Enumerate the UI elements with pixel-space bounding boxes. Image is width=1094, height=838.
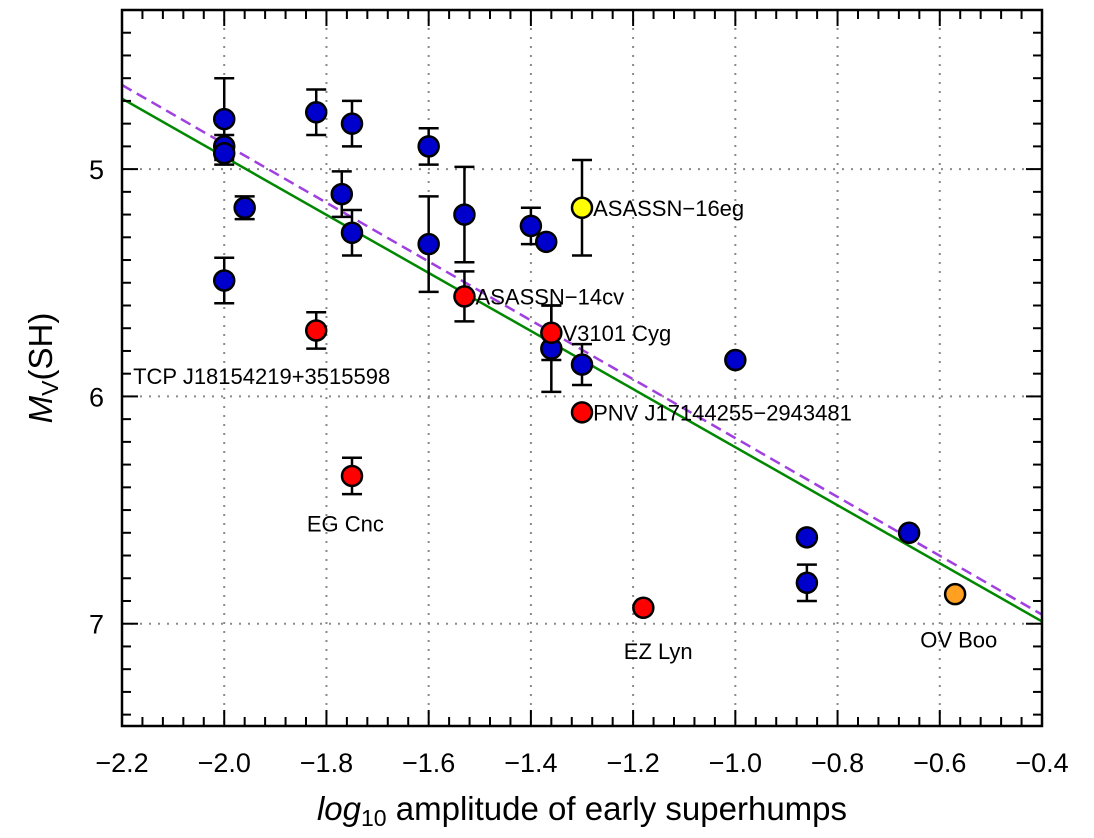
x-tick-label: −0.4 [1015,748,1068,778]
data-point [212,269,236,292]
x-tick-label: −2.2 [95,748,148,778]
data-point [340,221,364,245]
y-tick-label: 6 [89,382,104,412]
data-point [212,107,236,131]
axis-ticks [121,9,1043,726]
data-point [943,582,967,606]
y-tick-label: 7 [89,610,104,640]
x-tick-label: −0.8 [811,748,864,778]
point-annotation: OV Boo [920,628,997,653]
point-annotation: EZ Lyn [624,639,693,664]
point-annotation: EG Cnc [307,512,384,537]
x-tick-label: −1.8 [300,748,353,778]
x-tick-label: −0.6 [913,748,966,778]
data-point [795,526,819,549]
data-point [570,401,594,424]
data-point [304,319,328,342]
data-point [212,141,236,165]
data-point [519,214,543,238]
y-tick-label: 5 [89,155,104,185]
data-point [304,101,328,124]
x-tick-labels: −2.2 −2.0 −1.8 −1.6 −1.4 −1.2 −1.0 −0.8 −0.6 −0.4 [95,748,1068,778]
x-axis-label: log10 amplitude of early superhumps [317,790,847,831]
x-tick-label: −1.6 [402,748,455,778]
point-annotation: TCP J18154219+3515598 [133,364,390,389]
data-point [453,285,476,308]
error-bars [214,76,817,603]
x-tick-label: −2.0 [198,748,251,778]
x-tick-label: −1.4 [504,748,557,778]
data-point [417,135,440,158]
x-tick-label: −1.0 [709,748,762,778]
data-point [340,464,364,488]
data-point [724,348,747,372]
point-annotation: ASASSN−14cv [476,284,625,309]
data-point [417,232,440,256]
data-point [534,230,558,254]
data-point [233,196,256,220]
data-point [897,521,921,545]
point-annotation: V3101 Cyg [562,321,671,346]
data-points [212,101,967,620]
data-point [795,571,819,595]
plot-frame [120,8,1044,728]
y-tick-labels: 5 6 7 [89,155,104,640]
data-point [453,203,476,226]
data-point [330,182,354,206]
data-point [540,321,563,345]
data-point [570,353,594,376]
point-annotation: PNV J17144255−2943481 [593,400,852,425]
point-annotation: ASASSN−16eg [593,196,744,221]
point-annotations: ASASSN−16eg ASASSN−14cv V3101 Cyg TCP J1815… [133,196,997,664]
data-point [570,196,594,220]
data-point [340,112,364,135]
y-axis-label: MV(SH) [22,313,63,424]
data-point [632,596,655,620]
x-tick-label: −1.2 [606,748,659,778]
